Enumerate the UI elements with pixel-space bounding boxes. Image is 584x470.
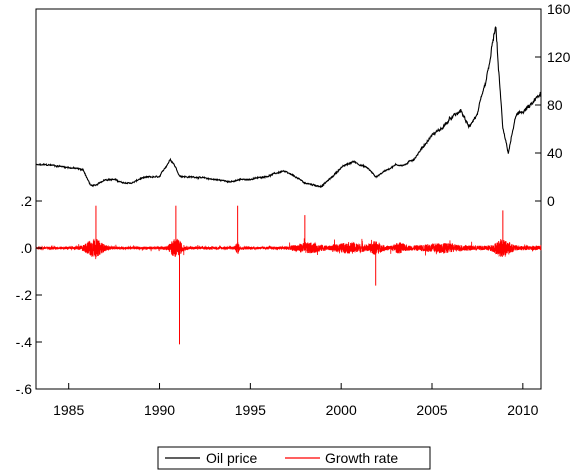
legend-label-oil-price: Oil price: [206, 450, 258, 466]
left-tick-label: .2: [20, 193, 32, 209]
legend-label-growth-rate: Growth rate: [325, 450, 398, 466]
x-tick-label: 1985: [53, 402, 84, 418]
right-tick-label: 120: [547, 49, 571, 65]
legend: Oil price Growth rate: [157, 446, 431, 470]
x-tick-label: 2000: [326, 402, 357, 418]
left-tick-label: .0: [20, 240, 32, 256]
growth-rate-line: [35, 238, 542, 260]
x-tick-label: 1990: [144, 402, 175, 418]
right-tick-label: 80: [547, 97, 563, 113]
growth-rate-series: [35, 205, 542, 345]
right-tick-label: 0: [547, 193, 555, 209]
x-tick-label: 2010: [507, 402, 538, 418]
x-tick-label: 1995: [235, 402, 266, 418]
left-tick-label: -.2: [16, 287, 33, 303]
x-tick-label: 2005: [416, 402, 447, 418]
plot-frame: [35, 8, 542, 390]
left-tick-label: -.4: [16, 334, 33, 350]
right-tick-label: 160: [547, 1, 571, 17]
oil-price-series: [35, 26, 542, 189]
axes: 1985 1990 1995 2000 2005 2010 -.6 -.4 -.2 .0 .2 0 40…: [16, 1, 571, 418]
left-tick-label: -.6: [16, 381, 33, 397]
oil-price-line: [35, 26, 542, 189]
right-tick-label: 40: [547, 145, 563, 161]
